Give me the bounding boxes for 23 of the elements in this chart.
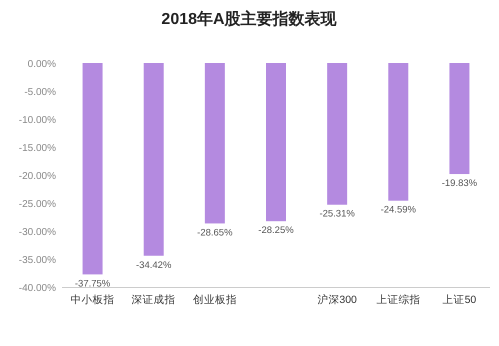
data-label: -24.59%: [380, 204, 417, 216]
chart-title: 2018年A股主要指数表现: [161, 9, 338, 28]
y-tick-label: -10.00%: [18, 115, 56, 126]
x-tick-label: 创业板指: [192, 293, 237, 306]
y-tick-label: -15.00%: [18, 143, 56, 154]
y-tick-label: -40.00%: [18, 283, 56, 294]
data-label: -37.75%: [74, 278, 111, 290]
data-label: -28.65%: [197, 227, 234, 238]
y-tick-label: -35.00%: [18, 255, 56, 266]
x-tick-label: 上证50: [442, 293, 476, 306]
data-label: -28.25%: [258, 225, 294, 236]
data-label: -19.83%: [442, 178, 478, 190]
x-tick-label: 上证综指: [376, 293, 420, 306]
y-tick-label: 0.00%: [28, 59, 56, 70]
y-tick-label: -25.00%: [18, 199, 56, 210]
x-tick-label: 中小板指: [70, 293, 115, 306]
data-label: -34.42%: [136, 260, 172, 271]
x-tick-label: 深证成指: [132, 293, 176, 306]
y-tick-label: -30.00%: [18, 227, 56, 238]
y-tick-label: -5.00%: [24, 87, 56, 98]
data-label: -25.31%: [319, 208, 356, 220]
y-tick-label: -20.00%: [18, 171, 56, 182]
x-tick-label: 沪深300: [317, 293, 358, 306]
